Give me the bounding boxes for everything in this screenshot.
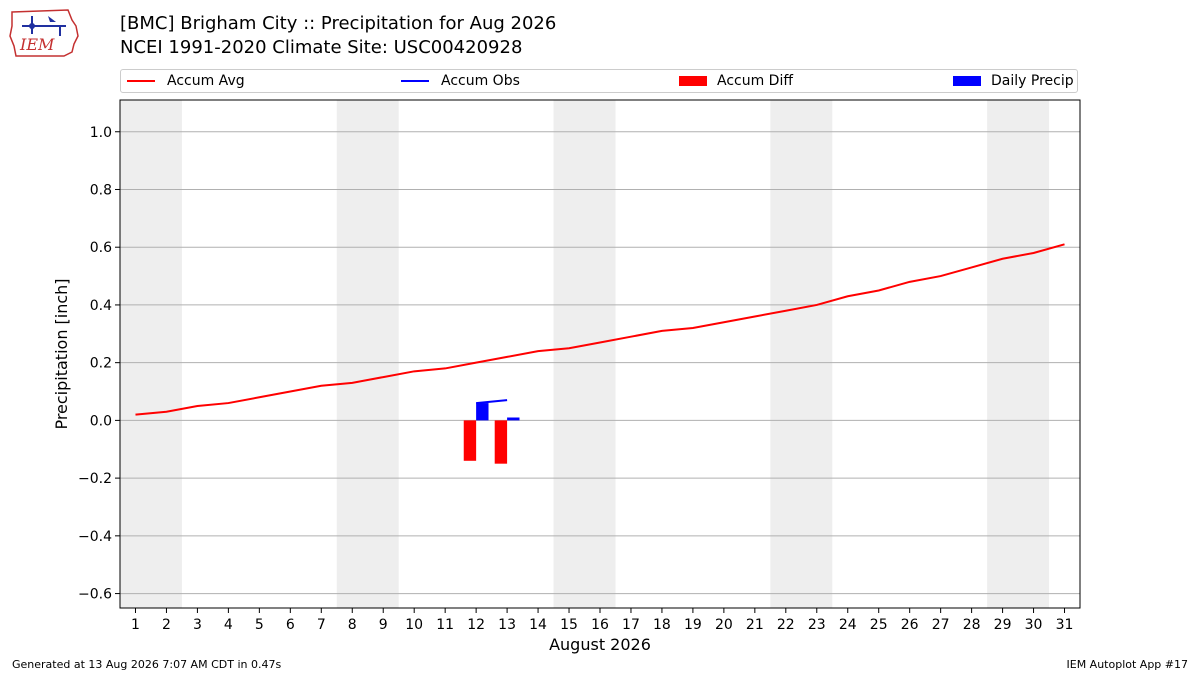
legend-label-accum-obs: Accum Obs — [441, 73, 520, 89]
legend-label-accum-avg: Accum Avg — [167, 73, 245, 89]
legend-label-accum-diff: Accum Diff — [717, 73, 794, 89]
x-tick-label: 21 — [746, 617, 764, 633]
x-axis-label: August 2026 — [549, 635, 651, 654]
footer-generated: Generated at 13 Aug 2026 7:07 AM CDT in … — [12, 658, 282, 671]
x-tick-label: 14 — [529, 617, 547, 633]
line-accum-avg — [135, 243, 1065, 416]
y-axis-ticks: −0.6 −0.4 −0.2 0.0 0.2 0.4 0.6 0.8 1.0 — [78, 125, 120, 603]
legend-swatch-accum-diff — [679, 76, 707, 86]
bar-daily-precip — [507, 417, 520, 421]
weekend-band — [120, 100, 182, 608]
x-tick-label: 3 — [193, 617, 202, 633]
x-tick-label: 28 — [963, 617, 981, 633]
chart-title: [BMC] Brigham City :: Precipitation for … — [120, 13, 557, 34]
x-tick-label: 9 — [379, 617, 388, 633]
iowa-outline-icon — [9, 9, 79, 57]
legend-item-accum-avg: Accum Avg — [127, 70, 245, 92]
y-gridlines — [120, 131, 1080, 595]
y-tick-label: −0.4 — [78, 529, 112, 545]
x-tick-label: 15 — [560, 617, 578, 633]
y-tick-label: 0.2 — [90, 356, 112, 372]
y-tick-label: 1.0 — [90, 125, 112, 141]
x-tick-label: 13 — [498, 617, 516, 633]
x-tick-label: 16 — [591, 617, 609, 633]
x-tick-label: 8 — [348, 617, 357, 633]
legend-swatch-accum-avg — [127, 80, 155, 82]
bar-accum-diff — [463, 420, 477, 461]
x-tick-label: 18 — [653, 617, 671, 633]
chart-subtitle: NCEI 1991-2020 Climate Site: USC00420928 — [120, 37, 523, 58]
legend-item-accum-diff: Accum Diff — [679, 70, 793, 92]
x-tick-label: 1 — [131, 617, 140, 633]
iem-logo: IEM — [9, 9, 79, 57]
line-accum-obs — [476, 399, 508, 405]
legend-swatch-daily-precip — [953, 76, 981, 86]
x-tick-label: 22 — [777, 617, 795, 633]
y-tick-label: 0.6 — [90, 240, 112, 256]
x-tick-label: 11 — [436, 617, 454, 633]
legend-label-daily-precip: Daily Precip — [991, 73, 1074, 89]
x-tick-label: 5 — [255, 617, 264, 633]
bar-series — [463, 403, 520, 464]
y-tick-label: 0.8 — [90, 182, 112, 198]
y-tick-label: 0.4 — [90, 298, 112, 314]
weekend-bands — [120, 100, 1050, 608]
bar-accum-diff — [494, 420, 508, 464]
weekend-band — [336, 100, 399, 608]
bar-daily-precip — [476, 403, 489, 421]
x-tick-label: 4 — [224, 617, 233, 633]
y-tick-label: 0.0 — [90, 413, 112, 429]
weather-station-icon — [22, 16, 66, 36]
x-tick-label: 6 — [286, 617, 295, 633]
y-axis-label: Precipitation [inch] — [52, 278, 71, 429]
chart-legend: Accum Avg Accum Obs Accum Diff Daily Pre… — [120, 69, 1078, 93]
weekend-band — [987, 100, 1050, 608]
legend-item-accum-obs: Accum Obs — [401, 70, 520, 92]
x-axis-ticks: 1 2 3 4 5 6 7 8 9 10 11 12 13 14 15 16 17 18 19 20 21 22 23 24 2… — [131, 608, 1073, 633]
x-tick-label: 25 — [870, 617, 888, 633]
x-tick-label: 19 — [684, 617, 702, 633]
x-tick-label: 7 — [317, 617, 326, 633]
x-tick-label: 27 — [932, 617, 950, 633]
weekend-band — [770, 100, 833, 608]
x-tick-label: 31 — [1056, 617, 1074, 633]
logo-text: IEM — [19, 35, 55, 54]
x-tick-label: 23 — [808, 617, 826, 633]
x-tick-label: 26 — [901, 617, 919, 633]
legend-swatch-accum-obs — [401, 80, 429, 82]
y-tick-label: −0.2 — [78, 471, 112, 487]
footer-app: IEM Autoplot App #17 — [1066, 658, 1189, 671]
x-tick-label: 12 — [467, 617, 485, 633]
line-series — [135, 243, 1065, 416]
x-tick-label: 30 — [1025, 617, 1043, 633]
y-tick-label: −0.6 — [78, 587, 112, 603]
x-tick-label: 29 — [994, 617, 1012, 633]
x-tick-label: 2 — [162, 617, 171, 633]
weekend-band — [553, 100, 616, 608]
x-tick-label: 24 — [839, 617, 857, 633]
legend-item-daily-precip: Daily Precip — [953, 70, 1074, 92]
x-tick-label: 17 — [622, 617, 640, 633]
x-tick-label: 10 — [405, 617, 423, 633]
x-tick-label: 20 — [715, 617, 733, 633]
